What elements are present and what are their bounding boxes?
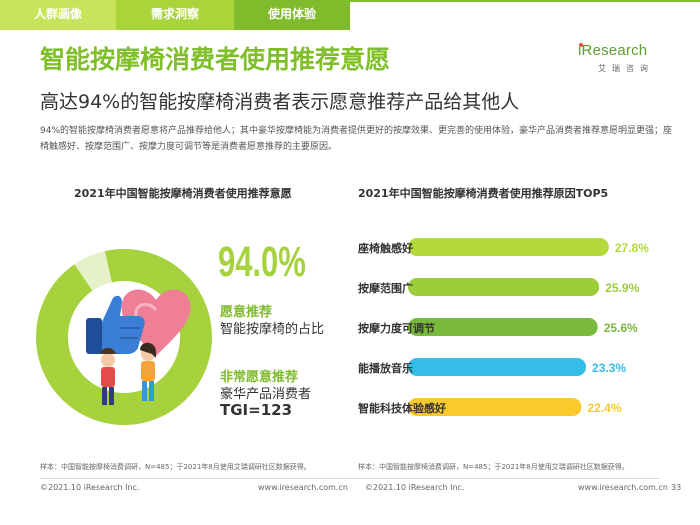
logo-word: iResearch	[578, 42, 648, 59]
tab-demand-insight[interactable]: 需求洞察	[116, 0, 234, 30]
bar-value-label: 25.9%	[605, 281, 639, 295]
donut-slice-1	[74, 251, 112, 291]
very-willing-label: 非常愿意推荐	[220, 370, 299, 385]
bar-value-label: 22.4%	[587, 401, 621, 415]
logo-dot	[579, 43, 583, 47]
footer-divider	[40, 478, 660, 479]
left-panel-title: 2021年中国智能按摩椅消费者使用推荐意愿	[74, 187, 292, 200]
page-subtitle: 高达94%的智能按摩椅消费者表示愿意推荐产品给其他人	[40, 91, 520, 113]
footer-site-left[interactable]: www.iresearch.com.cn	[258, 483, 348, 492]
recommend-percentage: 94.0%	[218, 238, 306, 286]
recommend-donut-chart	[35, 249, 213, 425]
luxury-consumer-label: 豪华产品消费者	[220, 387, 312, 402]
tab-user-profile[interactable]: 人群画像	[0, 0, 116, 30]
page-number: 33	[671, 483, 682, 492]
bar-category-label: 按摩力度可调节	[358, 321, 435, 335]
tab-strip	[350, 0, 700, 2]
bar-3	[408, 358, 587, 376]
thumbs-up-icon	[86, 295, 145, 354]
bar-category-label: 智能科技体验感好	[358, 401, 446, 415]
right-sample-note: 样本：中国智能按摩椅消费调研，N=485；于2021年8月使用艾瑞调研社区数据获…	[358, 463, 629, 471]
logo-subtext: 艾瑞咨询	[598, 64, 654, 73]
person-left-figure	[100, 348, 116, 405]
page-description: 94%的智能按摩椅消费者愿意将产品推荐给他人；其中豪华按摩椅能为消费者提供更好的…	[40, 126, 673, 152]
right-panel-title: 2021年中国智能按摩椅消费者使用推荐原因TOP5	[358, 187, 609, 200]
page-title: 智能按摩椅消费者使用推荐意愿	[40, 45, 391, 74]
bar-value-label: 27.8%	[615, 241, 649, 255]
bar-4	[408, 398, 582, 416]
footer-site-right[interactable]: www.iresearch.com.cn	[578, 483, 668, 492]
bar-1	[408, 278, 600, 296]
willing-recommend-label: 愿意推荐	[220, 305, 273, 320]
bar-2	[408, 318, 598, 336]
bar-value-label: 25.6%	[604, 321, 638, 335]
bar-category-label: 能播放音乐	[358, 361, 413, 375]
bar-category-label: 按摩范围广	[358, 281, 413, 295]
tab-usage-experience[interactable]: 使用体验	[234, 0, 350, 30]
section-tabs: 人群画像 需求洞察 使用体验	[0, 0, 700, 30]
footer-copyright-left: ©2021.10 iResearch Inc.	[40, 483, 140, 492]
person-right-figure	[140, 342, 156, 401]
reasons-bar-chart: 座椅触感好 27.8% 按摩范围广 25.9% 按摩力度可调节 25.6% 能播放音乐 23.…	[357, 238, 649, 416]
thumbs-heart-illustration	[86, 289, 191, 405]
iresearch-logo: iResearch 艾瑞咨询	[578, 42, 668, 82]
willing-recommend-share-label: 智能按摩椅的占比	[220, 322, 325, 337]
tgi-value: TGI=123	[220, 401, 293, 419]
bar-0	[408, 238, 609, 256]
bar-category-label: 座椅触感好	[357, 241, 413, 255]
footer-copyright-right: ©2021.10 iResearch Inc.	[365, 483, 465, 492]
left-sample-note: 样本：中国智能按摩椅消费调研，N=485；于2021年8月使用艾瑞调研社区数据获…	[40, 463, 311, 471]
bar-value-label: 23.3%	[592, 361, 626, 375]
